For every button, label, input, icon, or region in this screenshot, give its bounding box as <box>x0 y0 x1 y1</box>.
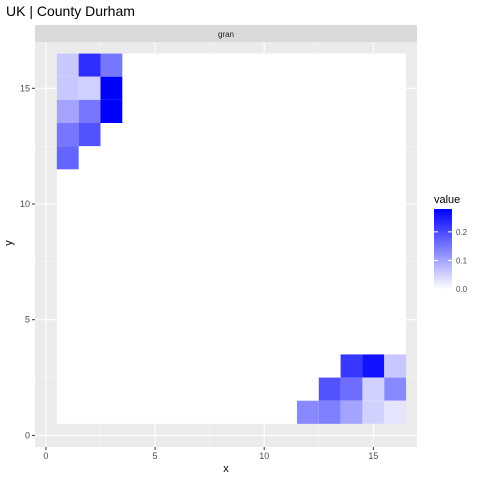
facet-strip <box>35 25 417 42</box>
heatmap-tile <box>78 123 101 147</box>
legend-break-label: 0.2 <box>456 228 468 237</box>
heatmap-tile <box>56 146 79 170</box>
facet-strip-label: gran <box>218 30 234 39</box>
heatmap-tile <box>56 99 79 123</box>
heatmap-tile <box>100 99 123 123</box>
heatmap-tile <box>100 53 123 77</box>
y-tick-label: 5 <box>25 315 30 325</box>
heatmap-tile <box>318 400 341 424</box>
legend-break-label: 0.1 <box>456 256 468 265</box>
x-axis: 0 5 10 15 <box>43 447 378 461</box>
legend-colorbar <box>434 209 452 289</box>
heatmap-tile <box>384 400 407 424</box>
y-tick-label: 0 <box>25 430 30 440</box>
heatmap-tile <box>56 53 79 77</box>
heatmap-tile <box>340 400 363 424</box>
heatmap-tile <box>362 377 385 401</box>
heatmap-tile <box>362 354 385 378</box>
x-axis-title: x <box>223 463 229 475</box>
heatmap-tile <box>362 400 385 424</box>
y-axis-title: y <box>3 240 15 246</box>
heatmap-tile <box>296 400 319 424</box>
heatmap-tile <box>384 354 407 378</box>
x-tick-label: 5 <box>153 451 158 461</box>
heatmap-tile <box>384 377 407 401</box>
heatmap-tile <box>100 76 123 100</box>
chart-title: UK | County Durham <box>6 3 135 19</box>
legend-break-label: 0.0 <box>456 285 468 294</box>
y-tick-label: 15 <box>20 83 30 93</box>
heatmap-tile <box>78 76 101 100</box>
heatmap-tile <box>56 76 79 100</box>
heatmap-tile <box>56 123 79 147</box>
heatmap-tile <box>340 354 363 378</box>
heatmap-tile <box>340 377 363 401</box>
color-legend: value 0.0 0.1 0.2 <box>434 194 468 294</box>
x-tick-label: 0 <box>43 451 48 461</box>
x-tick-label: 10 <box>259 451 269 461</box>
heatmap-tile <box>78 53 101 77</box>
legend-title: value <box>434 194 460 206</box>
heatmap-tile <box>318 377 341 401</box>
x-tick-label: 15 <box>368 451 378 461</box>
y-tick-label: 10 <box>20 199 30 209</box>
y-axis: 0 5 10 15 <box>20 83 35 440</box>
heatmap-tile <box>78 99 101 123</box>
heatmap-tiles <box>56 53 407 424</box>
